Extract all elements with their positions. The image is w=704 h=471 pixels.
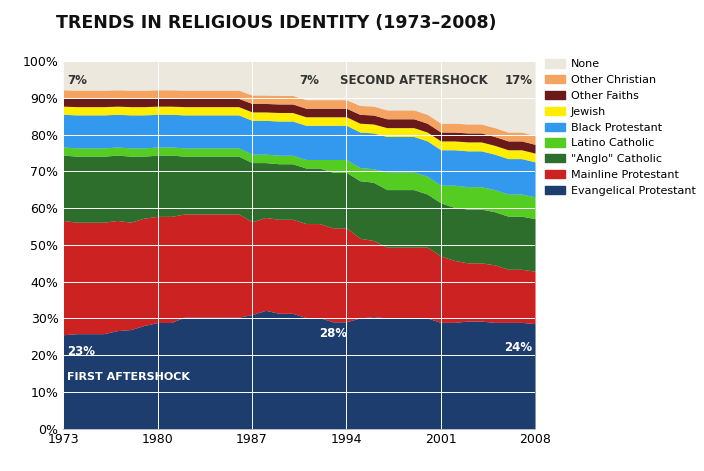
Text: 28%: 28% <box>320 326 348 340</box>
Text: TRENDS IN RELIGIOUS IDENTITY (1973–2008): TRENDS IN RELIGIOUS IDENTITY (1973–2008) <box>56 14 497 32</box>
Text: 23%: 23% <box>68 345 96 358</box>
Legend: None, Other Christian, Other Faiths, Jewish, Black Protestant, Latino Catholic, : None, Other Christian, Other Faiths, Jew… <box>546 59 696 195</box>
Text: FIRST AFTERSHOCK: FIRST AFTERSHOCK <box>68 372 190 382</box>
Text: 24%: 24% <box>504 341 532 354</box>
Text: 7%: 7% <box>299 74 319 87</box>
Text: 7%: 7% <box>68 74 87 87</box>
Text: 17%: 17% <box>504 74 532 87</box>
Text: SECOND AFTERSHOCK: SECOND AFTERSHOCK <box>339 74 487 87</box>
